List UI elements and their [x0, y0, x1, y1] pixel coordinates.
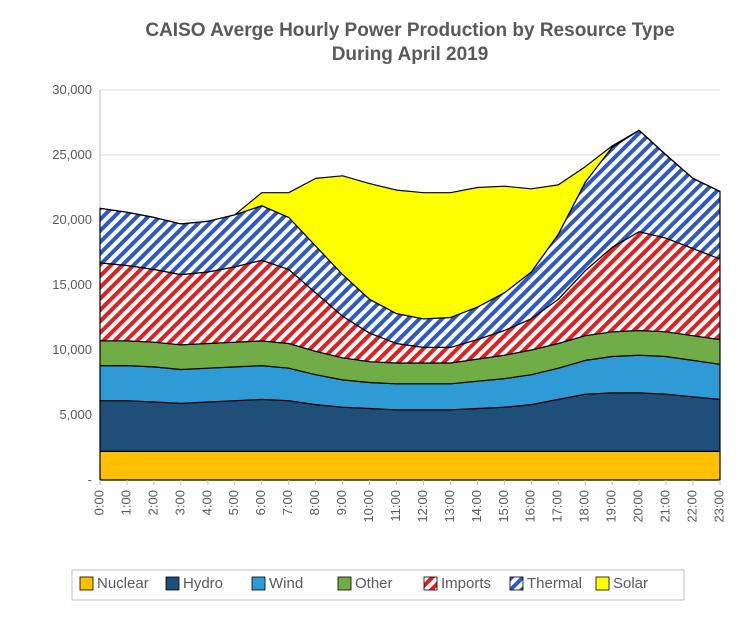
- x-tick-label: 0:00: [91, 490, 106, 515]
- legend-swatch-nuclear: [80, 577, 93, 590]
- x-tick-label: 12:00: [415, 490, 430, 523]
- legend-label-other: Other: [355, 575, 393, 592]
- x-tick-label: 5:00: [226, 490, 241, 515]
- x-tick-label: 16:00: [523, 490, 538, 523]
- x-tick-label: 20:00: [631, 490, 646, 523]
- x-tick-label: 13:00: [442, 490, 457, 523]
- x-tick-label-group: 10:00: [361, 490, 376, 523]
- legend-label-nuclear: Nuclear: [97, 575, 149, 592]
- x-tick-label-group: 8:00: [307, 490, 322, 515]
- y-tick-label: 30,000: [52, 82, 92, 97]
- x-tick-label: 23:00: [711, 490, 726, 523]
- x-tick-label-group: 16:00: [523, 490, 538, 523]
- area-nuclear: [100, 451, 720, 480]
- x-tick-label: 9:00: [334, 490, 349, 515]
- y-tick-label: 10,000: [52, 342, 92, 357]
- x-tick-label-group: 15:00: [496, 490, 511, 523]
- x-tick-label: 2:00: [145, 490, 160, 515]
- x-tick-label-group: 12:00: [415, 490, 430, 523]
- x-tick-label-group: 5:00: [226, 490, 241, 515]
- x-tick-label: 21:00: [658, 490, 673, 523]
- x-tick-label: 15:00: [496, 490, 511, 523]
- chart-container: CAISO Averge Hourly Power Production by …: [0, 0, 750, 622]
- x-tick-label: 3:00: [172, 490, 187, 515]
- chart-title-line1: CAISO Averge Hourly Power Production by …: [145, 20, 674, 41]
- y-tick-label: 5,000: [59, 407, 92, 422]
- legend-swatch-hydro: [166, 577, 179, 590]
- y-tick-label: 20,000: [52, 212, 92, 227]
- x-tick-label: 7:00: [280, 490, 295, 515]
- y-tick-label: -: [88, 472, 92, 487]
- legend-swatch-wind: [252, 577, 265, 590]
- x-tick-label-group: 13:00: [442, 490, 457, 523]
- legend-swatch-thermal: [510, 577, 523, 590]
- x-tick-label-group: 23:00: [711, 490, 726, 523]
- legend-swatch-other: [338, 577, 351, 590]
- x-tick-label-group: 19:00: [604, 490, 619, 523]
- x-tick-label: 14:00: [469, 490, 484, 523]
- x-tick-label-group: 11:00: [388, 490, 403, 522]
- x-tick-label: 11:00: [388, 490, 403, 522]
- x-tick-label-group: 0:00: [91, 490, 106, 515]
- x-tick-label: 18:00: [577, 490, 592, 523]
- legend-label-thermal: Thermal: [527, 575, 582, 592]
- x-tick-label-group: 4:00: [199, 490, 214, 515]
- x-tick-label: 1:00: [118, 490, 133, 515]
- x-tick-label-group: 3:00: [172, 490, 187, 515]
- legend-label-hydro: Hydro: [183, 575, 223, 592]
- x-tick-label-group: 22:00: [684, 490, 699, 523]
- stacked-area-chart: CAISO Averge Hourly Power Production by …: [0, 0, 750, 622]
- x-tick-label: 10:00: [361, 490, 376, 523]
- x-tick-label-group: 17:00: [550, 490, 565, 523]
- x-tick-label: 4:00: [199, 490, 214, 515]
- x-tick-label-group: 20:00: [631, 490, 646, 523]
- legend-label-imports: Imports: [441, 575, 491, 592]
- legend-label-solar: Solar: [613, 575, 648, 592]
- x-tick-label: 22:00: [684, 490, 699, 523]
- x-tick-label-group: 21:00: [658, 490, 673, 523]
- x-tick-label: 6:00: [253, 490, 268, 515]
- legend-swatch-imports: [424, 577, 437, 590]
- legend-label-wind: Wind: [269, 575, 303, 592]
- x-tick-label-group: 9:00: [334, 490, 349, 515]
- x-tick-label: 8:00: [307, 490, 322, 515]
- x-tick-label-group: 1:00: [118, 490, 133, 515]
- y-tick-label: 25,000: [52, 147, 92, 162]
- x-tick-label-group: 6:00: [253, 490, 268, 515]
- x-tick-label: 17:00: [550, 490, 565, 523]
- x-tick-label-group: 18:00: [577, 490, 592, 523]
- x-tick-label: 19:00: [604, 490, 619, 523]
- x-tick-label-group: 14:00: [469, 490, 484, 523]
- x-tick-label-group: 2:00: [145, 490, 160, 515]
- x-tick-label-group: 7:00: [280, 490, 295, 515]
- legend-swatch-solar: [596, 577, 609, 590]
- y-tick-label: 15,000: [52, 277, 92, 292]
- chart-title-line2: During April 2019: [332, 44, 489, 65]
